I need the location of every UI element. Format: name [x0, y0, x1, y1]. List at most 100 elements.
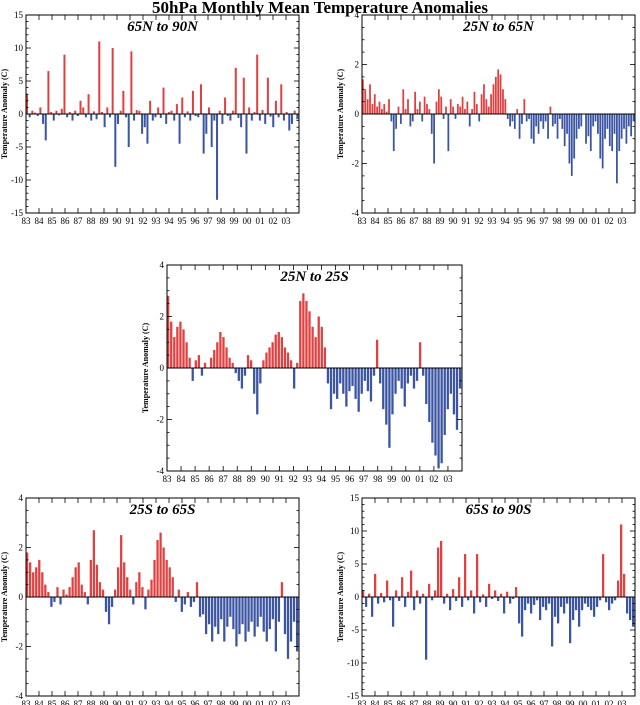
bar — [454, 114, 457, 119]
bar — [525, 114, 528, 122]
bar — [80, 584, 83, 598]
bar — [630, 114, 633, 137]
bar — [201, 597, 205, 615]
bar — [581, 597, 584, 611]
bar — [246, 355, 250, 369]
x-tick-label: 93 — [303, 474, 313, 484]
bar — [412, 368, 416, 389]
bar — [199, 84, 202, 114]
x-tick-label: 89 — [436, 699, 446, 705]
bar — [365, 597, 368, 607]
bar — [229, 597, 232, 617]
bar — [575, 114, 578, 139]
bar — [455, 368, 459, 430]
x-tick-label: 85 — [384, 699, 394, 705]
bar — [379, 368, 382, 384]
bar — [159, 532, 162, 597]
x-tick-label: 94 — [165, 216, 175, 226]
x-tick-label: 95 — [514, 699, 524, 705]
bar — [345, 368, 348, 407]
bar — [632, 114, 635, 122]
bar — [388, 99, 390, 114]
bar — [266, 77, 269, 114]
y-tick-label: -4 — [16, 691, 24, 701]
bar — [192, 597, 196, 602]
bar — [616, 114, 618, 184]
bar — [389, 597, 392, 601]
bar — [146, 114, 149, 144]
x-tick-label: 88 — [423, 216, 433, 226]
y-tick-label: 4 — [160, 260, 165, 270]
bar — [286, 352, 290, 368]
bar — [627, 114, 630, 127]
x-tick-label: 97 — [204, 216, 214, 226]
bar — [433, 114, 435, 164]
x-tick-label: 86 — [397, 216, 407, 226]
bar — [135, 582, 138, 597]
x-tick-label: 86 — [397, 699, 407, 705]
bar — [247, 597, 250, 632]
x-tick-label: 86 — [61, 699, 71, 705]
bar — [264, 114, 267, 124]
bar — [282, 114, 285, 121]
y-tick-label: -2 — [157, 415, 165, 425]
bar — [182, 329, 185, 369]
bar — [47, 71, 50, 114]
bar — [426, 104, 428, 114]
x-tick-label: 95 — [178, 699, 188, 705]
bar — [411, 114, 414, 122]
bar — [58, 114, 61, 116]
bar — [476, 554, 479, 597]
bar — [256, 597, 259, 627]
bar — [566, 114, 568, 134]
bar — [397, 106, 400, 114]
bar — [418, 101, 421, 115]
bar — [244, 597, 247, 642]
bar — [617, 580, 620, 597]
bar — [86, 597, 89, 605]
bar — [177, 589, 180, 597]
bar — [183, 597, 186, 605]
bar — [548, 597, 551, 604]
bar — [120, 535, 123, 598]
bar — [259, 597, 262, 617]
bar — [265, 597, 268, 642]
main-title: 50hPa Monthly Mean Temperature Anomalies — [152, 0, 488, 17]
y-tick-label: -10 — [11, 175, 23, 185]
x-tick-label: 01 — [592, 216, 601, 226]
bar — [428, 368, 431, 423]
bar — [596, 597, 599, 607]
y-tick-label: 0 — [19, 592, 24, 602]
bar — [559, 114, 561, 119]
bar — [35, 567, 38, 597]
bar — [39, 107, 42, 114]
bar — [440, 368, 443, 464]
bar — [63, 54, 66, 114]
bar — [271, 597, 274, 620]
bar — [499, 74, 502, 114]
bar — [144, 597, 147, 610]
bar — [138, 572, 141, 597]
bar — [506, 114, 509, 119]
bar — [373, 94, 376, 114]
bar — [547, 114, 549, 139]
x-tick-label: 88 — [87, 216, 97, 226]
bar — [92, 111, 95, 114]
x-tick-label: 83 — [358, 699, 368, 705]
x-tick-label: 02 — [605, 699, 614, 705]
bar — [503, 597, 506, 614]
bar — [60, 108, 63, 114]
bar — [108, 114, 111, 118]
bar — [224, 97, 227, 114]
bar — [533, 597, 536, 605]
y-tick-label: 15 — [350, 493, 360, 503]
bar — [449, 99, 452, 114]
bar — [549, 106, 552, 114]
bar — [418, 342, 422, 368]
x-tick-label: 89 — [100, 216, 110, 226]
bar — [382, 368, 385, 410]
bar — [392, 597, 395, 627]
bar — [133, 114, 136, 121]
bar — [141, 114, 144, 134]
bar — [127, 114, 130, 147]
